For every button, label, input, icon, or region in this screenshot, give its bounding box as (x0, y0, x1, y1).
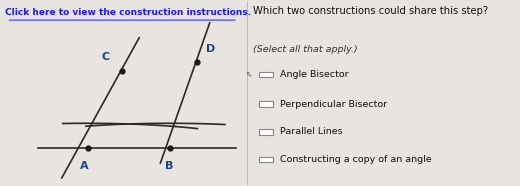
Text: B: B (165, 161, 173, 171)
FancyBboxPatch shape (259, 101, 273, 107)
Text: Constructing a copy of an angle: Constructing a copy of an angle (280, 155, 432, 164)
Text: A: A (80, 161, 88, 171)
Text: D: D (205, 44, 215, 54)
Text: (Select all that apply.): (Select all that apply.) (253, 45, 358, 54)
FancyBboxPatch shape (259, 129, 273, 134)
Text: Click here to view the construction instructions.: Click here to view the construction inst… (5, 8, 252, 17)
Text: Perpendicular Bisector: Perpendicular Bisector (280, 100, 387, 109)
FancyBboxPatch shape (259, 72, 273, 77)
Text: Parallel Lines: Parallel Lines (280, 127, 343, 136)
Text: Which two constructions could share this step?: Which two constructions could share this… (253, 6, 488, 16)
Text: ⇖: ⇖ (246, 70, 252, 79)
Text: C: C (101, 52, 110, 62)
FancyBboxPatch shape (259, 157, 273, 162)
Text: Angle Bisector: Angle Bisector (280, 70, 349, 79)
